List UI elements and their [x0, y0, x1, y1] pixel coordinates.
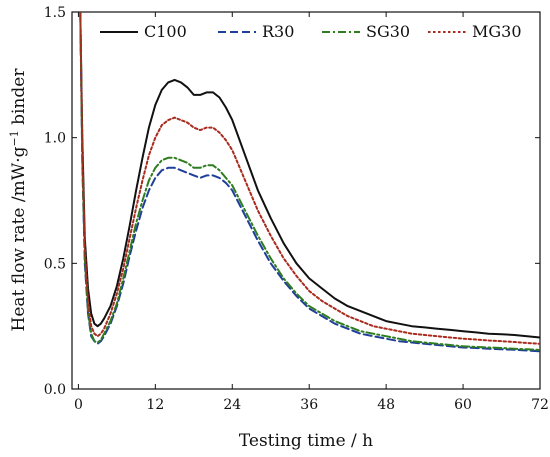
x-tick-label: 60 [454, 397, 472, 413]
tick-layer: 0 12 24 36 48 60 72 0.0 0.5 1.0 1.5 [44, 5, 549, 413]
legend-label-r30: R30 [262, 22, 294, 41]
x-tick-label: 12 [146, 397, 164, 413]
y-tick-label: 1.5 [44, 5, 66, 21]
x-tick-label: 48 [377, 397, 395, 413]
y-axis-title-prefix: Heat flow rate /mW·g [9, 146, 29, 331]
y-axis-title-suffix: binder [9, 68, 29, 131]
legend-label-mg30: MG30 [472, 22, 522, 41]
x-tick-label: 0 [74, 397, 83, 413]
series-layer [79, 12, 540, 353]
series-line-c100 [79, 12, 540, 339]
legend-label-sg30: SG30 [366, 22, 410, 41]
series-line-mg30 [79, 12, 540, 345]
x-tick-label: 72 [531, 397, 549, 413]
y-axis-title: Heat flow rate /mW·g−1 binder [8, 68, 29, 332]
x-tick-label: 24 [223, 397, 241, 413]
series-line-r30 [79, 12, 540, 353]
legend: C100 R30 SG30 MG30 [100, 22, 522, 41]
x-axis-title: Testing time / h [239, 431, 373, 451]
y-tick-label: 1.0 [44, 131, 66, 147]
plot-frame [71, 11, 541, 390]
series-line-sg30 [79, 12, 540, 351]
y-axis-title-superscript: −1 [8, 130, 21, 146]
legend-label-c100: C100 [144, 22, 187, 41]
y-tick-label: 0.0 [44, 382, 66, 398]
x-tick-label: 36 [300, 397, 318, 413]
y-tick-label: 0.5 [44, 256, 66, 272]
